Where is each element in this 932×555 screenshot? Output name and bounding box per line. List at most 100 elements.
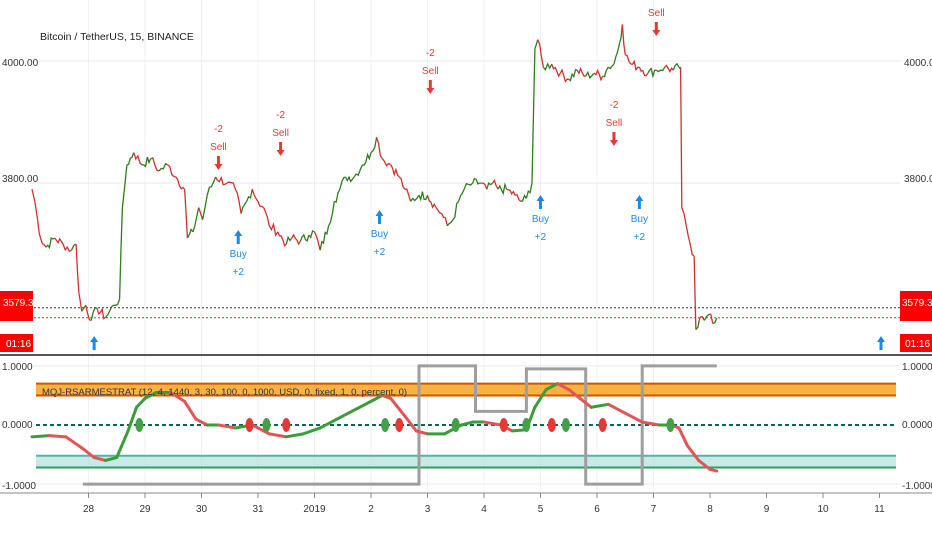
price-segment: [542, 62, 553, 72]
price-segment: [70, 243, 77, 251]
bullish-cross-dot: [561, 418, 570, 432]
osc-tick-right: -1.0000: [902, 481, 932, 492]
oscillator-segment: [623, 411, 644, 424]
time-tick-label: 8: [707, 504, 713, 515]
price-segment: [313, 231, 321, 251]
buy-qty-label: +2: [634, 232, 646, 243]
sell-qty-label: -2: [214, 124, 223, 135]
price-segment: [693, 256, 697, 330]
price-segment: [457, 188, 465, 202]
bullish-cross-dot: [666, 418, 675, 432]
price-segment: [497, 182, 508, 196]
buy-arrow-icon: [90, 336, 99, 350]
indicator-title: MQJ-RSARMESTRAT (12, 4, 1440, 3, 30, 100…: [42, 387, 407, 398]
price-segment: [263, 207, 270, 226]
price-segment: [175, 176, 186, 190]
oscillator-segment: [606, 402, 627, 415]
oscillator-segment: [284, 432, 305, 439]
price-segment: [339, 176, 346, 190]
price-segment: [491, 178, 499, 190]
price-segment: [78, 292, 83, 312]
price-segment: [435, 207, 442, 215]
oscillator-segment: [92, 456, 107, 462]
price-segment: [647, 67, 657, 79]
time-tick-label: 7: [651, 504, 657, 515]
last-price-tag-right: [900, 291, 932, 321]
price-segment: [268, 222, 279, 237]
time-axis[interactable]: 28 29 30 31 2019 2 3 4 5 6 7 8 9 10 11: [83, 493, 885, 515]
price-segment: [618, 24, 624, 43]
price-segment: [621, 24, 626, 55]
price-segment: [150, 157, 160, 172]
price-segment: [186, 228, 194, 239]
oscillator-segment: [533, 388, 548, 409]
price-segment: [167, 164, 177, 178]
trade-signals: -2 Sell -2 Sell -2 Sell -2 Sell Sell Buy +2 Buy +2 Bu…: [90, 8, 885, 350]
oscillator-segment: [459, 420, 475, 427]
sell-arrow-icon: [214, 156, 223, 170]
last-price-tag-left: [0, 291, 33, 321]
price-series: [31, 24, 718, 331]
price-segment: [90, 306, 98, 321]
price-segment: [45, 236, 55, 250]
time-tick-label: 2: [368, 504, 374, 515]
osc-tick-left: 0.0000: [2, 420, 33, 431]
oscillator-segment: [369, 393, 384, 403]
price-segment: [685, 225, 691, 245]
oscillator-segment: [352, 399, 373, 412]
sell-label: Sell: [210, 142, 227, 153]
countdown-tag-left: [0, 334, 33, 352]
sell-arrow-icon: [609, 132, 618, 146]
oscillator-segment: [567, 388, 582, 400]
time-tick-label: 11: [874, 504, 885, 515]
price-segment: [390, 164, 400, 178]
oscillator-segment: [81, 447, 96, 459]
bullish-cross-dot: [522, 418, 531, 432]
osc-tick-left: 1.0000: [2, 362, 33, 373]
price-segment: [192, 207, 200, 233]
price-segment: [514, 193, 522, 202]
price-segment: [531, 48, 536, 184]
price-segment: [206, 176, 217, 196]
price-segment: [576, 66, 586, 77]
price-pane[interactable]: [30, 0, 900, 354]
bullish-cross-dot: [262, 418, 271, 432]
oscillator-segment: [578, 396, 593, 409]
price-segment: [251, 188, 259, 202]
price-segment: [34, 201, 39, 220]
price-segment: [520, 194, 527, 203]
oscillator-segment: [403, 414, 418, 433]
time-tick-label: 10: [817, 504, 829, 515]
oscillator-segment: [544, 382, 559, 392]
price-segment: [404, 188, 412, 202]
buy-arrow-icon: [635, 195, 644, 209]
countdown-tag-right: [900, 334, 932, 352]
oscillator-segment: [589, 402, 610, 409]
oscillator-segment: [414, 429, 429, 436]
price-tick-right: 3800.00: [904, 174, 932, 185]
price-segment: [240, 201, 248, 214]
price-segment: [75, 244, 80, 294]
oscillator-series: [30, 364, 719, 486]
price-segment: [118, 207, 124, 300]
price-segment: [62, 243, 72, 253]
price-segment: [133, 152, 143, 166]
time-tick-label: 6: [594, 504, 600, 515]
price-segment: [463, 182, 474, 190]
price-segment: [105, 304, 115, 318]
price-segment: [319, 225, 330, 251]
price-segment: [568, 68, 578, 82]
position-step-line: [82, 364, 717, 486]
bullish-cross-dot: [451, 418, 460, 432]
price-segment: [712, 317, 718, 325]
price-segment: [708, 313, 714, 324]
price-segment: [699, 315, 705, 321]
price-segment: [679, 67, 683, 208]
price-segment: [277, 231, 287, 247]
buy-arrow-icon: [375, 210, 384, 224]
oscillator-segment: [47, 434, 68, 439]
price-segment: [81, 304, 87, 312]
sell-label: Sell: [606, 118, 623, 129]
oscillator-segment: [183, 399, 198, 421]
